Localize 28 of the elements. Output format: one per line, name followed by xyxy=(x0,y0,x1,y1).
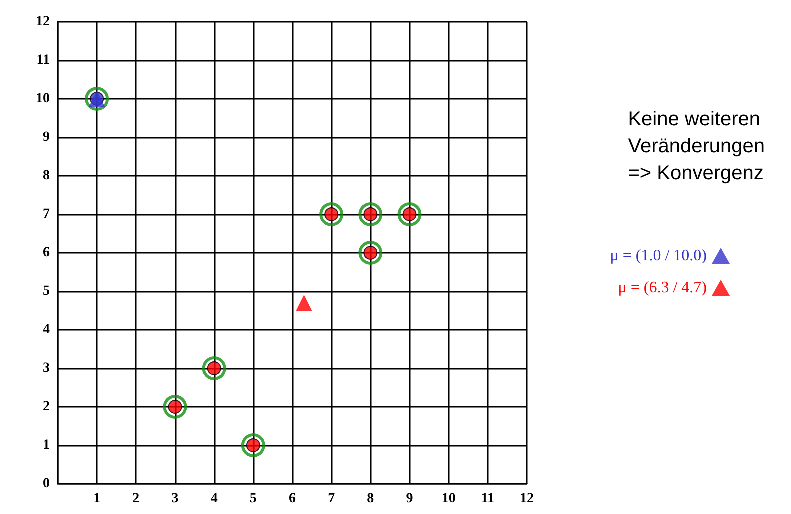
x-tick-label: 6 xyxy=(289,492,296,506)
y-tick-label: 10 xyxy=(36,92,50,106)
x-tick-label: 10 xyxy=(442,492,456,506)
y-tick-label: 0 xyxy=(43,476,50,492)
y-tick-label: 7 xyxy=(43,207,50,222)
legend-label: μ = (1.0 / 10.0) xyxy=(610,248,707,264)
y-tick-label: 12 xyxy=(36,14,50,30)
x-tick-label: 7 xyxy=(328,492,336,506)
x-tick-label: 3 xyxy=(172,492,179,506)
x-tick-label: 11 xyxy=(481,492,495,506)
x-tick-label: 1 xyxy=(94,492,101,506)
y-tick-label: 1 xyxy=(43,438,50,453)
y-tick-label: 3 xyxy=(43,361,50,376)
y-tick-label: 6 xyxy=(43,246,50,260)
y-tick-label: 4 xyxy=(43,322,50,338)
y-tick-label: 2 xyxy=(43,400,50,414)
y-tick-label: 5 xyxy=(43,284,50,299)
x-tick-label: 5 xyxy=(250,492,257,506)
y-tick-label: 8 xyxy=(43,168,50,184)
legend-label: μ = (6.3 / 4.7) xyxy=(618,280,707,296)
x-tick-label: 8 xyxy=(367,492,374,506)
text: Keine weiteren Veränderungen => Konvergenz xyxy=(628,108,766,184)
y-tick-label: 9 xyxy=(43,130,50,145)
x-tick-label: 2 xyxy=(132,492,140,506)
x-tick-label: 9 xyxy=(406,492,414,506)
y-tick-label: 11 xyxy=(36,53,50,68)
x-tick-label: 12 xyxy=(520,492,534,506)
x-tick-label: 4 xyxy=(210,492,218,506)
